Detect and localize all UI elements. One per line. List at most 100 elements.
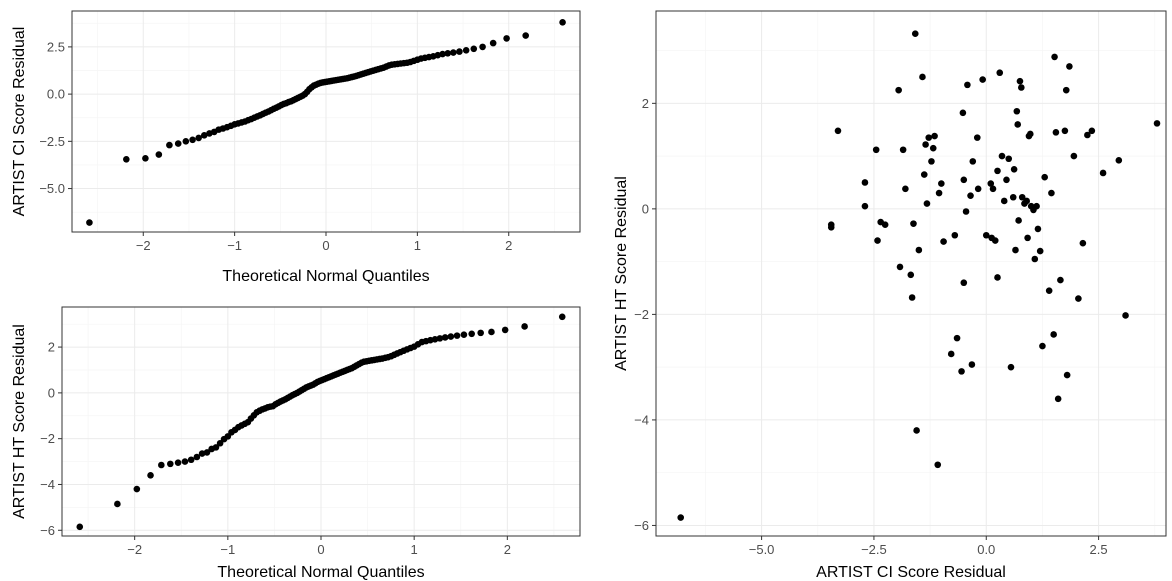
scatter-point	[958, 368, 965, 375]
y-tick-label: 2.5	[47, 39, 65, 54]
qq-point	[147, 472, 154, 479]
scatter-point	[1034, 225, 1042, 233]
x-tick-label: 0	[322, 238, 329, 253]
scatter-point	[951, 231, 959, 239]
scatter-point	[960, 176, 968, 184]
y-tick-label: −6	[634, 518, 649, 533]
y-tick-label: 2	[642, 96, 649, 111]
qq-point	[558, 313, 566, 321]
qq-point	[86, 219, 93, 226]
y-tick-label: 0.0	[47, 87, 65, 102]
scatter-point	[934, 461, 942, 469]
y-axis-title: ARTIST CI Score Residual	[11, 27, 28, 217]
scatter-point	[1013, 107, 1021, 115]
qq-point	[158, 461, 165, 469]
scatter-point	[940, 238, 947, 245]
y-axis-title: ARTIST HT Score Residual	[613, 176, 630, 371]
qq-point	[76, 523, 84, 531]
gridlines	[62, 307, 580, 536]
qq-plot-ht-panel: −2 −1 0 1 2 −6 −4 −2 0 2 Theoretical Normal Quanti…	[11, 306, 581, 581]
x-tick-label: −2.5	[861, 542, 887, 557]
scatter-point	[1045, 287, 1053, 294]
scatter-point	[922, 141, 929, 148]
scatter-point	[827, 224, 835, 231]
scatter-point	[998, 152, 1006, 160]
qq-point	[187, 456, 195, 464]
scatter-point	[1052, 129, 1060, 136]
scatter-point	[1041, 173, 1048, 181]
scatter-point	[1003, 176, 1010, 184]
qq-point	[521, 323, 528, 330]
x-tick-label: 2	[504, 542, 511, 557]
scatter-point	[931, 132, 938, 140]
qq-point	[212, 444, 220, 451]
qq-point	[203, 449, 211, 456]
qq-point	[431, 335, 439, 343]
y-tick-label: 0	[48, 385, 55, 400]
qq-point	[453, 332, 461, 339]
y-axis-title: ARTIST HT Score Residual	[11, 324, 28, 519]
scatter-point	[895, 86, 902, 94]
data-points	[86, 19, 566, 226]
scatter-point	[947, 350, 955, 358]
qq-point	[195, 134, 202, 142]
x-tick-label: −2	[136, 238, 151, 253]
qq-point	[479, 43, 486, 51]
x-tick-label: −5.0	[749, 542, 775, 557]
scatter-point	[959, 109, 967, 117]
qq-point	[439, 50, 446, 58]
scatter-point	[1031, 255, 1039, 263]
scatter-point	[834, 127, 842, 135]
scatter-point	[1018, 193, 1026, 201]
x-tick-label: 2	[505, 238, 512, 253]
scatter-point	[979, 76, 986, 83]
y-tick-label: −4	[40, 477, 55, 492]
scatter-point	[1050, 331, 1057, 338]
x-tick-label: −1	[227, 238, 242, 253]
residual-scatter-panel: −5.0 −2.5 0.0 2.5 −6 −4 −2 0 2 ARTIST CI Score Re…	[613, 10, 1167, 581]
scatter-point	[973, 134, 981, 141]
scatter-point	[1036, 247, 1044, 255]
scatter-point	[1122, 312, 1129, 319]
x-axis-title: Theoretical Normal Quantiles	[217, 564, 424, 581]
scatter-point	[968, 361, 976, 368]
scatter-point	[1057, 276, 1064, 284]
scatter-point	[920, 171, 928, 178]
x-tick-label: 0.0	[977, 542, 995, 557]
qq-point	[436, 335, 444, 342]
scatter-point	[874, 237, 881, 244]
scatter-point	[1039, 342, 1046, 350]
scatter-point	[872, 146, 880, 154]
qq-point	[522, 32, 529, 39]
scatter-point	[987, 180, 995, 187]
scatter-point	[929, 144, 937, 152]
scatter-point	[1009, 193, 1017, 201]
scatter-point	[969, 158, 977, 165]
scatter-point	[1153, 120, 1161, 127]
scatter-point	[1075, 295, 1082, 302]
scatter-point	[1099, 169, 1107, 177]
scatter-point	[994, 274, 1001, 281]
scatter-point	[962, 208, 970, 215]
y-tick-label: −6	[40, 523, 55, 538]
scatter-point	[1018, 84, 1025, 91]
qq-point	[559, 19, 566, 26]
scatter-point	[1070, 152, 1078, 160]
qq-point	[174, 140, 182, 147]
scatter-point	[1061, 127, 1069, 135]
x-axis-title: Theoretical Normal Quantiles	[222, 268, 429, 285]
qq-point	[501, 326, 509, 334]
qq-plot-ci-panel: −2 −1 0 1 2 −5.0 −2.5 0.0 2.5 Theoretical Normal …	[11, 10, 581, 285]
scatter-point	[991, 237, 999, 244]
scatter-point	[1054, 395, 1062, 403]
scatter-point	[1000, 197, 1008, 205]
scatter-point	[964, 81, 971, 89]
y-tick-label: 0	[642, 201, 649, 216]
scatter-point	[925, 134, 933, 141]
scatter-point	[974, 185, 982, 193]
x-tick-label: 0	[317, 542, 324, 557]
scatter-point	[1063, 371, 1071, 379]
qq-point	[444, 50, 452, 57]
scatter-point	[1015, 217, 1022, 224]
scatter-point	[1033, 202, 1040, 210]
